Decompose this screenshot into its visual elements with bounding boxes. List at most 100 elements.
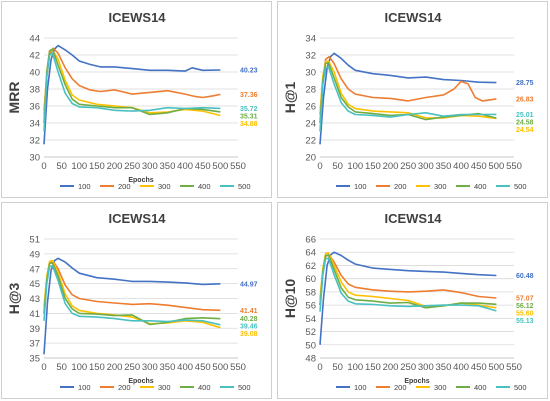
x-tick-label: 200 bbox=[383, 362, 399, 373]
end-value-label-300: 55.60 bbox=[516, 311, 534, 318]
end-value-label-500: 35.72 bbox=[240, 106, 258, 113]
end-value-label-200: 57.07 bbox=[516, 296, 534, 303]
x-tick-label: 150 bbox=[365, 362, 381, 373]
end-value-label-100: 44.97 bbox=[240, 281, 258, 288]
x-tick-label: 400 bbox=[453, 161, 469, 172]
x-tick-label: 0 bbox=[41, 362, 46, 373]
end-value-label-100: 40.23 bbox=[240, 68, 258, 75]
x-tick-label: 350 bbox=[436, 161, 452, 172]
legend-label-300: 300 bbox=[434, 182, 447, 191]
y-axis-label: MRR bbox=[6, 82, 22, 114]
end-value-label-100: 28.75 bbox=[516, 80, 534, 87]
x-tick-label: 150 bbox=[89, 362, 105, 373]
series-line-500 bbox=[43, 52, 221, 132]
y-tick-label: 24 bbox=[305, 119, 316, 130]
series-line-300 bbox=[43, 259, 221, 329]
x-tick-label: 300 bbox=[418, 161, 434, 172]
x-tick-label: 150 bbox=[365, 161, 381, 172]
chart-title: ICEWS14 bbox=[384, 211, 442, 226]
y-tick-label: 62 bbox=[305, 261, 316, 272]
end-value-label-300: 24.54 bbox=[516, 127, 534, 134]
y-axis-label: H@3 bbox=[6, 283, 22, 315]
end-value-label-200: 41.41 bbox=[240, 308, 258, 315]
x-tick-label: 250 bbox=[124, 161, 140, 172]
x-tick-label: 250 bbox=[400, 161, 416, 172]
y-tick-label: 32 bbox=[305, 51, 316, 62]
y-tick-label: 22 bbox=[305, 136, 316, 147]
end-value-label-200: 37.36 bbox=[240, 92, 258, 99]
legend-label-200: 200 bbox=[394, 182, 407, 191]
x-tick-label: 350 bbox=[160, 161, 176, 172]
x-tick-label: 200 bbox=[107, 362, 123, 373]
series-line-100 bbox=[319, 52, 497, 145]
series-line-200 bbox=[43, 47, 221, 111]
legend-label-400: 400 bbox=[474, 383, 487, 392]
x-tick-label: 550 bbox=[230, 161, 246, 172]
y-tick-label: 34 bbox=[305, 34, 316, 45]
series-line-100 bbox=[43, 44, 221, 145]
x-tick-label: 450 bbox=[471, 161, 487, 172]
chart-title: ICEWS14 bbox=[108, 10, 166, 25]
end-value-label-400: 40.28 bbox=[240, 316, 258, 323]
y-tick-label: 38 bbox=[29, 85, 40, 96]
x-tick-label: 250 bbox=[400, 362, 416, 373]
legend-label-100: 100 bbox=[354, 182, 367, 191]
x-tick-label: 250 bbox=[124, 362, 140, 373]
x-tick-label: 500 bbox=[212, 161, 228, 172]
x-tick-label: 0 bbox=[41, 161, 46, 172]
y-tick-label: 39 bbox=[29, 324, 40, 335]
x-tick-label: 100 bbox=[347, 362, 363, 373]
y-tick-label: 51 bbox=[29, 235, 40, 246]
end-value-label-500: 55.13 bbox=[516, 318, 534, 325]
y-axis-label: H@1 bbox=[282, 82, 298, 114]
y-tick-label: 40 bbox=[29, 68, 40, 79]
series-line-200 bbox=[43, 260, 221, 314]
end-value-label-200: 26.83 bbox=[516, 96, 534, 103]
chart-panel-h1: ICEWS14 20 22 24 26 28 30 32 34 0 50 100 150 200 250 30… bbox=[277, 1, 548, 198]
series-line-500 bbox=[319, 257, 497, 312]
y-tick-label: 58 bbox=[305, 287, 316, 298]
end-value-label-400: 35.31 bbox=[240, 113, 258, 120]
x-tick-label: 550 bbox=[230, 362, 246, 373]
y-tick-label: 48 bbox=[305, 354, 316, 365]
y-tick-label: 64 bbox=[305, 248, 316, 259]
x-tick-label: 300 bbox=[142, 161, 158, 172]
x-tick-label: 350 bbox=[160, 362, 176, 373]
x-tick-label: 500 bbox=[488, 161, 504, 172]
y-tick-label: 32 bbox=[29, 136, 40, 147]
y-tick-label: 60 bbox=[305, 274, 316, 285]
y-tick-label: 54 bbox=[305, 314, 316, 325]
end-value-label-500: 25.01 bbox=[516, 112, 534, 119]
legend-label-200: 200 bbox=[118, 182, 131, 191]
legend-label-400: 400 bbox=[198, 182, 211, 191]
y-tick-label: 34 bbox=[29, 119, 40, 130]
y-tick-label: 43 bbox=[29, 294, 40, 305]
x-tick-label: 450 bbox=[195, 362, 211, 373]
legend-label-400: 400 bbox=[198, 383, 211, 392]
series-line-400 bbox=[43, 48, 221, 124]
end-value-label-300: 34.88 bbox=[240, 121, 258, 128]
x-tick-label: 0 bbox=[317, 161, 322, 172]
x-axis-label: Epochs bbox=[404, 378, 429, 385]
x-tick-label: 300 bbox=[142, 362, 158, 373]
x-tick-label: 550 bbox=[506, 161, 522, 172]
x-axis-label: Epochs bbox=[128, 378, 153, 385]
legend-label-400: 400 bbox=[474, 182, 487, 191]
end-value-label-400: 24.58 bbox=[516, 119, 534, 126]
x-tick-label: 50 bbox=[56, 161, 67, 172]
legend-label-500: 500 bbox=[238, 182, 251, 191]
x-tick-label: 450 bbox=[471, 362, 487, 373]
series-line-400 bbox=[319, 61, 497, 124]
chart-panel-mrr: ICEWS14 30 32 34 36 38 40 42 44 0 50 100 150 200 250 30… bbox=[1, 1, 272, 198]
y-tick-label: 20 bbox=[305, 153, 316, 164]
legend-label-100: 100 bbox=[354, 383, 367, 392]
x-tick-label: 400 bbox=[453, 362, 469, 373]
x-tick-label: 200 bbox=[383, 161, 399, 172]
chart-title: ICEWS14 bbox=[384, 10, 442, 25]
y-tick-label: 42 bbox=[29, 51, 40, 62]
x-tick-label: 100 bbox=[347, 161, 363, 172]
y-tick-label: 37 bbox=[29, 339, 40, 350]
series-line-500 bbox=[43, 265, 221, 326]
